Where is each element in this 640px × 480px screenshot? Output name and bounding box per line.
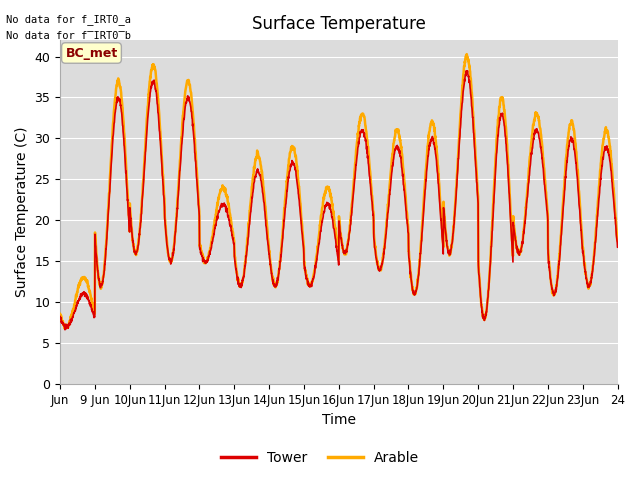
Text: BC_met: BC_met xyxy=(65,47,118,60)
Text: No data for f̅IRT0̅b: No data for f̅IRT0̅b xyxy=(6,31,131,41)
Y-axis label: Surface Temperature (C): Surface Temperature (C) xyxy=(15,127,29,298)
Text: No data for f_IRT0_a: No data for f_IRT0_a xyxy=(6,14,131,25)
Title: Surface Temperature: Surface Temperature xyxy=(252,15,426,33)
Legend: Tower, Arable: Tower, Arable xyxy=(216,445,424,471)
X-axis label: Time: Time xyxy=(322,413,356,427)
